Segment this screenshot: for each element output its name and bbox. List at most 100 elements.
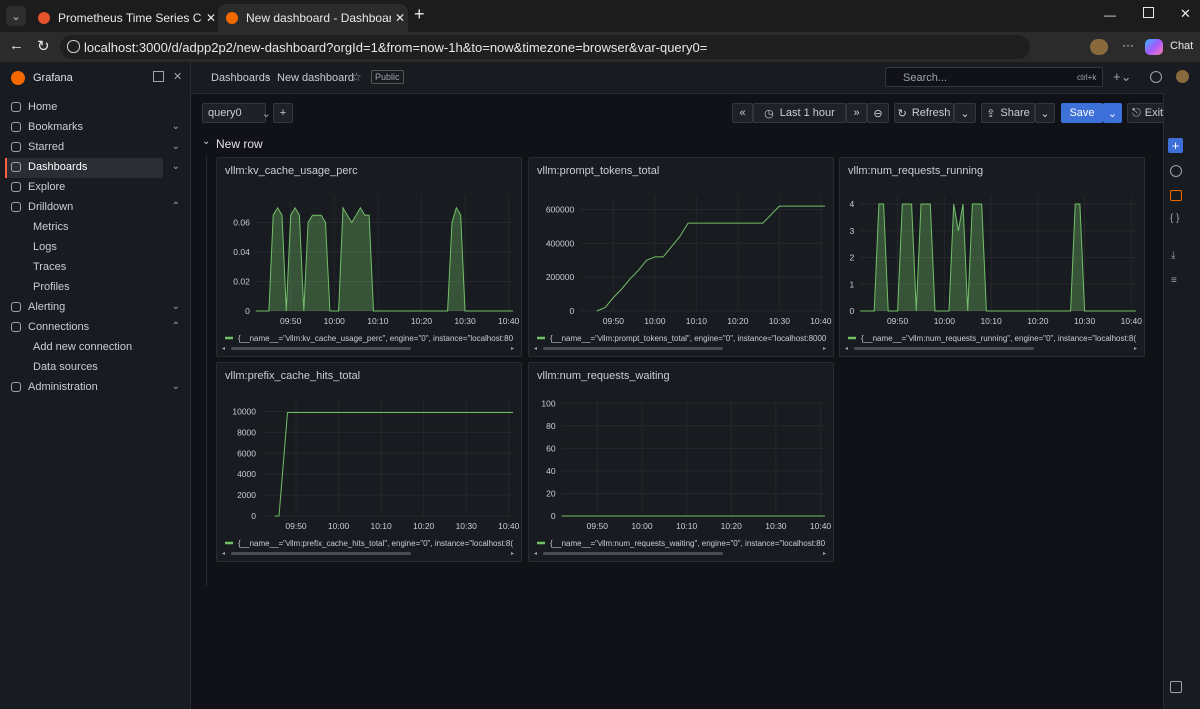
dock[interactable] — [1170, 681, 1182, 693]
nav-item[interactable]: Home — [0, 97, 190, 117]
time-forward[interactable]: » — [846, 103, 867, 123]
save[interactable]: Save — [1061, 103, 1103, 123]
tab-active[interactable]: New dashboard - Dashboards - Gr ✕ — [218, 4, 408, 32]
y-tick-label: 0 — [551, 511, 556, 521]
y-tick-label: 400000 — [546, 238, 575, 248]
tab-close[interactable]: ✕ — [205, 11, 216, 25]
x-tick-label: 10:30 — [456, 521, 478, 531]
nav-label: Add new connection — [33, 341, 133, 353]
tab-close[interactable]: ✕ — [395, 11, 406, 25]
maximize[interactable] — [1143, 7, 1154, 18]
row-toggle[interactable]: ⌄ — [202, 136, 211, 147]
settings[interactable] — [1170, 165, 1182, 177]
star[interactable]: ☆ — [351, 70, 362, 84]
site-info[interactable] — [67, 40, 80, 53]
nav-item[interactable]: Drilldown ⌃ — [0, 197, 190, 217]
row-title[interactable]: New row — [216, 137, 263, 151]
reload[interactable]: ↻ — [37, 38, 50, 55]
nav-subitem[interactable]: Data sources — [0, 357, 223, 377]
refresh[interactable]: ↻ Refresh — [894, 103, 954, 123]
nav-item[interactable]: Connections ⌃ — [0, 317, 190, 337]
legend-label[interactable]: {__name__="vllm:num_requests_waiting", e… — [550, 539, 826, 548]
nav-subitem[interactable]: Add new connection — [0, 337, 223, 357]
tab[interactable]: Prometheus Time Series Collection ✕ — [30, 4, 216, 32]
nav-label: Profiles — [33, 281, 70, 293]
time-picker[interactable]: ◷ Last 1 hour — [753, 103, 846, 123]
nav-item[interactable]: Explore — [0, 177, 190, 197]
nav-label: Metrics — [33, 221, 69, 233]
brand: Grafana — [33, 72, 73, 84]
minimize[interactable]: — — [1104, 8, 1116, 22]
legend-label[interactable]: {__name__="vllm:prefix_cache_hits_total"… — [238, 539, 513, 548]
url-field[interactable] — [60, 35, 1030, 59]
refresh-label: Refresh — [911, 107, 951, 119]
url[interactable]: localhost:3000/d/adpp2p2/new-dashboard?o… — [84, 40, 708, 55]
add-menu[interactable]: +⌄ — [1113, 69, 1132, 84]
nav-item[interactable]: Bookmarks ⌄ — [0, 117, 190, 137]
x-tick-label: 10:00 — [644, 316, 666, 326]
zoom-out[interactable]: ⊖ — [867, 103, 889, 123]
search-box[interactable] — [885, 67, 1103, 87]
share-label: Share — [1000, 107, 1030, 119]
share[interactable]: ⇪ Share — [981, 103, 1035, 123]
back[interactable]: ← — [9, 37, 24, 54]
avatar[interactable] — [1176, 70, 1189, 83]
legend-label[interactable]: {__name__="vllm:prompt_tokens_total", en… — [550, 334, 827, 343]
time-range: Last 1 hour — [779, 107, 835, 119]
nav-label: Alerting — [28, 301, 66, 313]
share-menu[interactable]: ⌄ — [1035, 103, 1055, 123]
legend-label[interactable]: {__name__="vllm:kv_cache_usage_perc", en… — [238, 334, 514, 343]
x-tick-label: 10:20 — [413, 521, 435, 531]
add-panel[interactable]: + — [1168, 138, 1183, 153]
y-tick-label: 0.04 — [233, 247, 250, 257]
edit-rail — [1163, 93, 1200, 709]
nav-subitem[interactable]: Metrics — [0, 217, 223, 237]
close-window[interactable]: ✕ — [1180, 6, 1191, 21]
json-model[interactable]: { } — [1170, 213, 1180, 224]
nav-active-bar — [5, 158, 7, 178]
copilot-icon[interactable] — [1145, 39, 1163, 55]
legend-scrollbar — [543, 552, 723, 555]
nav-item[interactable]: Starred ⌄ — [0, 137, 190, 157]
grafana-logo — [11, 71, 25, 85]
scroll-right: ▸ — [511, 551, 514, 557]
nav-item[interactable]: Dashboards ⌄ — [0, 157, 190, 177]
legend-label[interactable]: {__name__="vllm:num_requests_running", e… — [861, 334, 1136, 343]
profile[interactable] — [1090, 39, 1108, 55]
badge: Public — [371, 70, 404, 84]
x-tick-label: 10:40 — [810, 316, 832, 326]
save-menu[interactable]: ⌄ — [1103, 103, 1122, 123]
add-variable[interactable]: + — [273, 103, 293, 123]
shortcut: ctrl+k — [1077, 73, 1097, 82]
nav-active-bg — [5, 158, 163, 178]
scroll-left: ◂ — [222, 551, 225, 557]
nav-subitem[interactable]: Traces — [0, 257, 223, 277]
more[interactable]: ··· — [1122, 38, 1134, 52]
list[interactable]: ≡ — [1171, 275, 1177, 286]
nav-subitem[interactable]: Logs — [0, 237, 223, 257]
new-tab[interactable]: + — [414, 4, 425, 24]
y-tick-label: 0.06 — [233, 218, 250, 228]
close-menu[interactable]: ✕ — [173, 71, 183, 83]
series-line — [274, 412, 513, 517]
search-placeholder: Search... — [903, 72, 948, 84]
x-tick-label: 09:50 — [887, 316, 909, 326]
chat[interactable]: Chat — [1170, 40, 1194, 52]
y-tick-label: 0 — [251, 511, 256, 521]
breadcrumb[interactable]: Dashboards — [211, 72, 271, 84]
help[interactable] — [1150, 71, 1162, 83]
nav-label: Administration — [28, 381, 98, 393]
x-tick-label: 10:30 — [769, 316, 791, 326]
time-back[interactable]: « — [732, 103, 753, 123]
outline[interactable] — [1170, 190, 1182, 201]
dock-menu[interactable] — [153, 71, 164, 82]
nav-subitem[interactable]: Profiles — [0, 277, 223, 297]
export[interactable]: ⤓ — [1171, 250, 1176, 261]
tab-icon — [226, 12, 238, 24]
panel-chart: 0 2000 4000 6000 8000 10000 09:50 10:00 10:10 10:… — [222, 401, 520, 557]
tab-menu[interactable]: ⌄ — [6, 6, 26, 26]
refresh-interval[interactable]: ⌄ — [954, 103, 976, 123]
nav-item[interactable]: Alerting ⌄ — [0, 297, 190, 317]
variable-select[interactable]: query0 ⌄ — [202, 103, 271, 123]
nav-item[interactable]: Administration ⌄ — [0, 377, 190, 397]
